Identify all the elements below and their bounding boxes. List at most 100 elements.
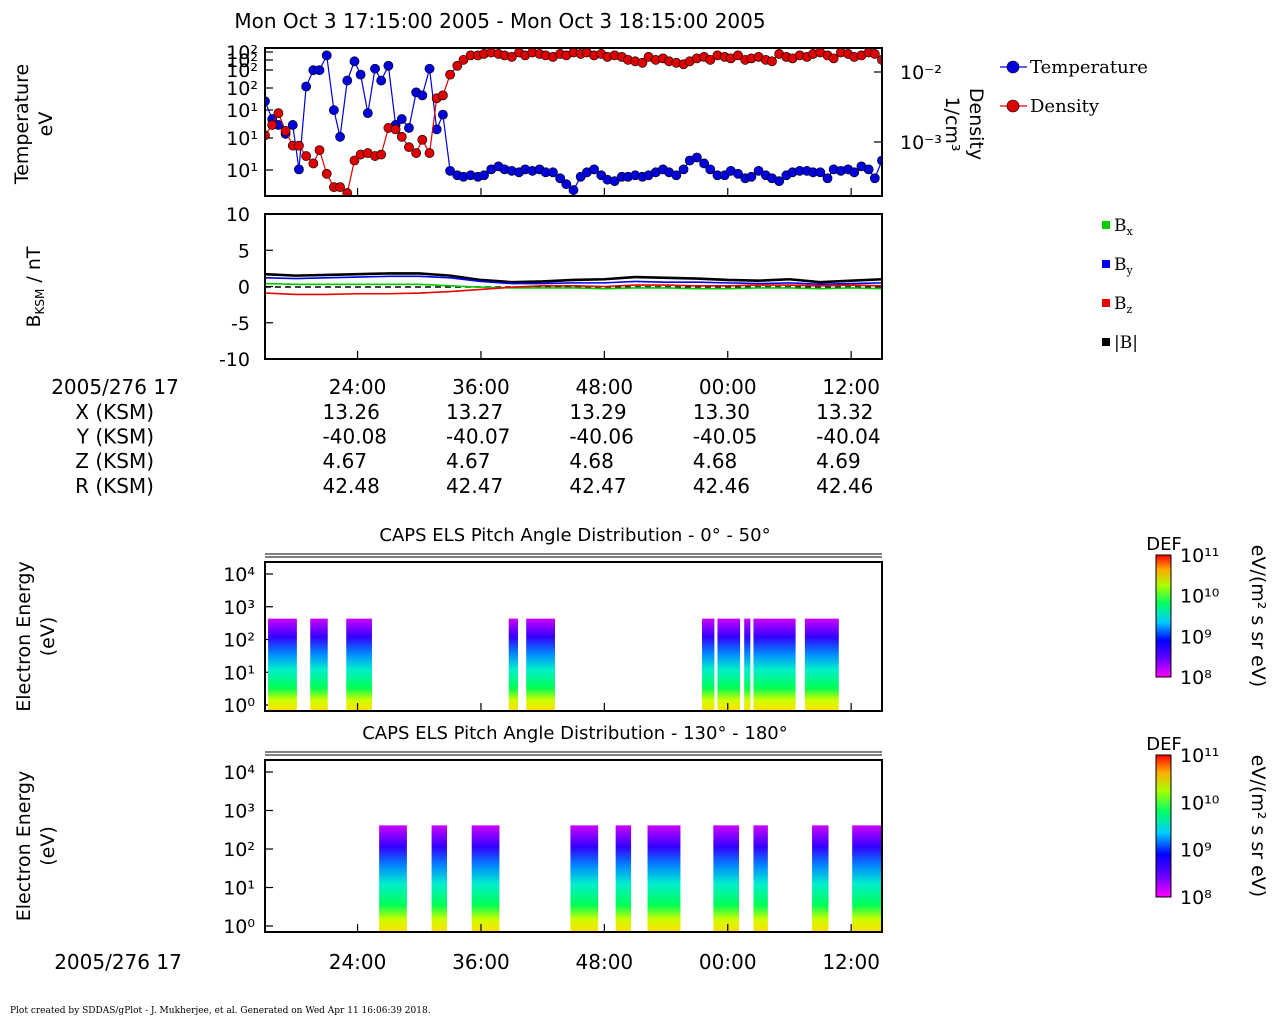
temperature-point xyxy=(328,105,339,116)
spectrogram-ylabel-line2: (eV) xyxy=(37,826,59,866)
density-point xyxy=(265,130,270,141)
legend-marker xyxy=(1006,60,1020,74)
footer-credit: Plot created by SDDAS/gPlot - J. Mukherj… xyxy=(10,1006,431,1016)
bfield-panel-frame xyxy=(264,213,883,360)
ephemeris-value: -40.07 xyxy=(446,425,510,449)
spectrogram-panels: CAPS ELS Pitch Angle Distribution - 0° -… xyxy=(13,525,1269,938)
temperature-point xyxy=(438,109,448,120)
ephemeris-value: 13.27 xyxy=(446,400,503,424)
density-point xyxy=(301,151,312,161)
density-point xyxy=(438,90,448,101)
spectrogram-block xyxy=(804,618,839,711)
bfield-by-line xyxy=(264,275,883,286)
legend-marker xyxy=(1006,99,1020,113)
temperature-point xyxy=(877,155,882,166)
density-point xyxy=(869,49,880,59)
temperature-point xyxy=(383,60,394,71)
temperature-ylabel-line1: Temperature xyxy=(11,64,33,185)
bfield-legend-label: Bx xyxy=(1114,216,1134,238)
density-point xyxy=(637,57,648,68)
temperature-point xyxy=(671,170,682,181)
ephemeris-value: 4.67 xyxy=(446,449,491,473)
bottom-date-label: 2005/276 17 xyxy=(54,950,182,974)
spectrogram-block xyxy=(702,618,715,711)
temperature-point xyxy=(404,123,414,133)
spectrogram-block xyxy=(744,618,751,711)
density-point xyxy=(396,131,407,142)
temperature-ylabel-line2: eV xyxy=(35,112,57,137)
bfield-tick-label: 5 xyxy=(238,240,250,262)
time-tick-label: 12:00 xyxy=(822,375,880,399)
colorbar-tick-label: 10⁸ xyxy=(1180,887,1212,909)
energy-tick-label: 10¹ xyxy=(223,878,255,900)
temperature-point xyxy=(342,75,353,86)
colorbar-tick-label: 10¹¹ xyxy=(1180,545,1219,567)
temperature-point xyxy=(705,164,716,175)
temperature-point xyxy=(376,75,387,86)
bottom-time-axis: 2005/276 17 24:00 36:00 48:00 00:00 12:00 xyxy=(54,950,880,974)
spectrogram-block xyxy=(753,825,768,932)
temperature-point xyxy=(849,167,860,178)
colorbar xyxy=(1155,754,1172,898)
temperature-point xyxy=(568,185,579,195)
density-point xyxy=(828,53,839,64)
energy-tick-label: 10² xyxy=(223,839,255,861)
colorbar xyxy=(1155,554,1172,678)
temperature-point xyxy=(445,165,455,176)
density-point xyxy=(705,54,716,65)
density-point xyxy=(417,134,428,145)
legend-label: Density xyxy=(1030,96,1100,117)
temperature-point xyxy=(548,167,558,178)
density-tick-label: 10⁻² xyxy=(900,62,942,84)
temperature-tick-label: 10¹ xyxy=(226,100,258,122)
temperature-point xyxy=(869,173,880,184)
temperature-tick-label: 10² xyxy=(226,60,258,82)
temperature-tick-label: 10² xyxy=(226,78,258,100)
legend-label: Temperature xyxy=(1030,57,1148,78)
bfield-legend-swatch xyxy=(1102,221,1110,229)
spectrogram-block xyxy=(268,618,297,711)
temperature-density-legend: Temperature Density xyxy=(1000,57,1148,117)
energy-tick-label: 10⁰ xyxy=(223,916,255,938)
temperature-point xyxy=(822,173,833,184)
temperature-point xyxy=(863,164,874,175)
density-point xyxy=(458,54,469,65)
bfield-tick-label: -10 xyxy=(219,349,250,371)
ephemeris-value: 13.32 xyxy=(816,400,873,424)
temperature-panel-frame xyxy=(264,47,883,197)
colorbar-tick-label: 10¹⁰ xyxy=(1180,586,1219,608)
bfield-legend-label: Bz xyxy=(1114,294,1133,316)
ephemeris-table: 2005/276 17 24:00 36:00 48:00 00:00 12:00 X (K… xyxy=(51,375,880,498)
density-point xyxy=(445,69,455,80)
temperature-point xyxy=(396,114,407,124)
bottom-time-tick-label: 12:00 xyxy=(822,950,880,974)
density-point xyxy=(376,149,387,160)
temperature-point xyxy=(609,176,620,187)
bfield-bx-line xyxy=(264,282,883,290)
plot-title: Mon Oct 3 17:15:00 2005 - Mon Oct 3 18:1… xyxy=(234,9,765,33)
colorbar-tick-label: 10⁸ xyxy=(1180,667,1212,689)
temperature-point xyxy=(301,81,312,92)
temperature-point xyxy=(321,50,332,61)
time-tick-label: 48:00 xyxy=(576,375,634,399)
temperature-point xyxy=(815,167,826,178)
temperature-point xyxy=(746,171,757,182)
temperature-point xyxy=(335,131,345,142)
magnetic-field-panel: BKSM / nT 10 5 0 -5 -10 Bx By Bz |B| xyxy=(23,204,1138,371)
bfield-legend-swatch xyxy=(1102,338,1110,346)
temperature-point xyxy=(265,96,270,107)
ephemeris-value: 13.26 xyxy=(323,400,380,424)
ephemeris-row-label: Y (KSM) xyxy=(76,425,154,449)
temperature-point xyxy=(355,69,366,80)
density-ylabel-line1: Density xyxy=(965,88,987,160)
date-label: 2005/276 17 xyxy=(51,375,179,399)
spectrogram-ylabel-line1: Electron Energy xyxy=(13,561,35,712)
energy-tick-label: 10³ xyxy=(223,597,255,619)
temperature-tick-label: 10² xyxy=(226,42,258,64)
time-tick-label: 24:00 xyxy=(329,375,387,399)
colorbar-tick-label: 10⁹ xyxy=(1180,626,1212,648)
spectrogram-block xyxy=(753,618,796,711)
density-point xyxy=(294,140,304,151)
ephemeris-value: 42.47 xyxy=(569,474,626,498)
